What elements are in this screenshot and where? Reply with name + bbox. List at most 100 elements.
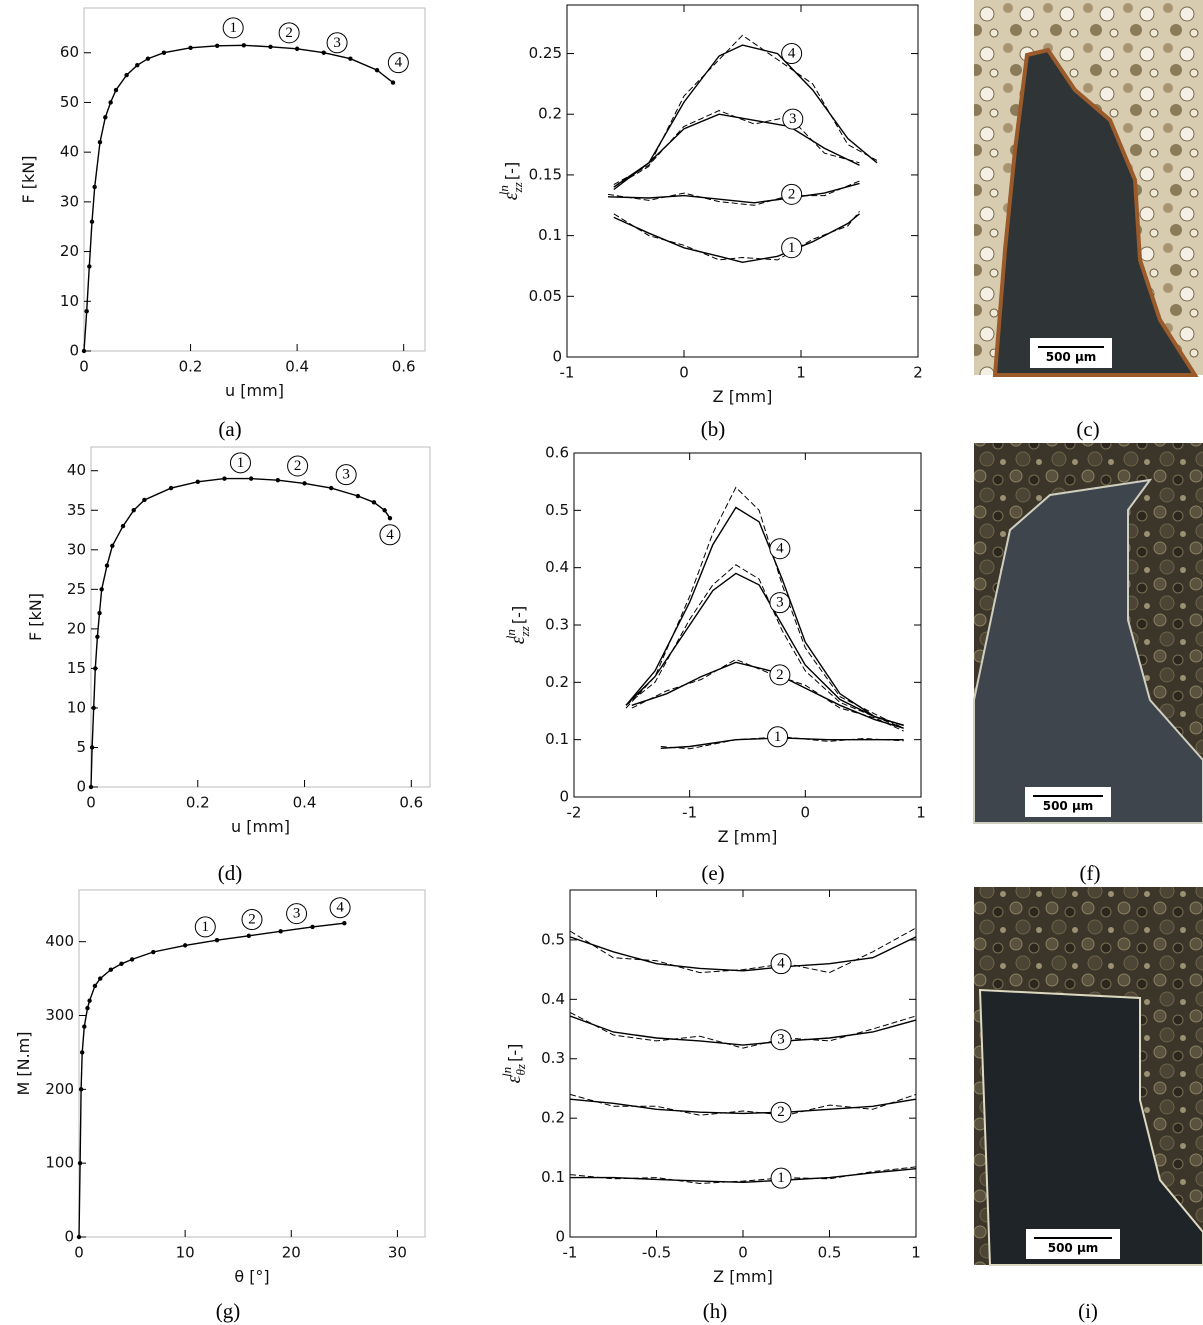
y-tick-label: 0.5	[545, 501, 569, 519]
annotation: 4	[777, 956, 785, 972]
plot-frame	[90, 446, 431, 788]
micrograph-c: 500 µm	[974, 0, 1203, 377]
annotation: 2	[248, 912, 256, 928]
data-line	[607, 182, 860, 204]
y-tick-label: 50	[60, 93, 79, 111]
annotation-circle	[326, 32, 348, 54]
y-tick-label: 0.1	[538, 226, 562, 244]
data-line	[613, 110, 860, 186]
y-tick-label: 0.05	[529, 287, 562, 305]
data-point	[124, 72, 129, 78]
panel-caption: (d)	[218, 861, 243, 885]
annotation: 3	[293, 906, 301, 922]
annotation: 3	[342, 467, 350, 483]
annotation-circle	[286, 903, 308, 925]
data-point	[87, 998, 92, 1003]
data-line	[631, 658, 904, 732]
y-tick-label: 0	[555, 1228, 565, 1246]
data-point	[77, 1160, 83, 1166]
data-point	[81, 348, 87, 354]
annotation-circle	[781, 43, 803, 65]
plot-frame	[569, 889, 917, 1238]
data-point	[321, 50, 326, 55]
y-tick-label: 0	[76, 778, 86, 796]
y-tick-label: 10	[67, 698, 86, 716]
y-axis-unit: [-]	[505, 1044, 524, 1062]
data-point	[214, 938, 220, 943]
data-point	[215, 43, 220, 48]
x-tick-label: 1	[911, 1244, 921, 1262]
y-axis-subscript: θz	[513, 1064, 528, 1075]
x-axis-label: u [mm]	[231, 817, 290, 836]
data-line	[625, 486, 904, 729]
y-axis-label: εzzln [-]	[503, 606, 532, 644]
data-point	[342, 921, 347, 926]
x-tick-label: 0.5	[818, 1244, 842, 1262]
data-point	[278, 929, 283, 934]
data-point	[355, 493, 361, 499]
y-tick-label: 0.3	[541, 1049, 565, 1067]
data-point	[142, 497, 147, 503]
data-line	[613, 113, 860, 188]
y-tick-label: 0.15	[529, 165, 562, 183]
annotation: 2	[294, 458, 302, 474]
x-tick-label: -1	[682, 804, 697, 822]
data-point	[131, 508, 136, 513]
annotation-circle	[387, 52, 409, 74]
annotation-circle	[194, 916, 216, 938]
scale-bar-label: 500 µm	[1043, 799, 1094, 813]
y-tick-label: 15	[67, 659, 86, 677]
data-point	[92, 983, 98, 989]
data-point	[374, 67, 380, 73]
plot-frame	[566, 4, 919, 358]
data-point	[85, 1005, 90, 1011]
y-tick-label: 35	[67, 501, 86, 519]
y-axis-unit: [-]	[502, 162, 521, 180]
data-point	[241, 43, 247, 48]
plot-frame	[78, 889, 426, 1238]
data-point	[168, 485, 174, 491]
panel-caption: (f)	[1080, 861, 1101, 885]
y-tick-label: 0.25	[529, 44, 562, 62]
x-tick-label: 0.2	[186, 794, 210, 812]
data-line	[569, 1093, 917, 1116]
annotation: 2	[285, 25, 293, 41]
y-tick-label: 40	[60, 143, 79, 161]
data-point	[92, 184, 97, 190]
annotation: 2	[776, 667, 784, 683]
y-axis-label: F [kN]	[26, 593, 45, 641]
data-line	[625, 564, 904, 729]
data-point	[99, 587, 104, 592]
data-point	[104, 563, 110, 568]
annotation-circle	[769, 592, 791, 614]
annotation: 1	[777, 1170, 785, 1186]
data-line	[569, 927, 917, 974]
data-point	[275, 478, 281, 483]
y-axis-superscript: ln	[496, 185, 511, 195]
y-tick-label: 0	[559, 788, 569, 806]
panel-caption: (a)	[218, 417, 241, 441]
data-point	[97, 140, 103, 145]
x-axis-label: u [mm]	[225, 381, 284, 400]
scale-bar-label: 500 µm	[1048, 1241, 1099, 1255]
data-point	[222, 476, 227, 481]
annotation-circle	[379, 524, 401, 546]
data-point	[294, 46, 300, 51]
x-tick-label: 0	[801, 804, 811, 822]
annotation-circle	[335, 464, 357, 486]
y-tick-label: 25	[67, 580, 86, 598]
x-tick-label: 1	[916, 804, 926, 822]
y-axis-superscript: ln	[499, 1067, 514, 1077]
y-tick-label: 0.2	[545, 673, 569, 691]
x-tick-label: 0.2	[179, 358, 203, 376]
x-tick-label: 20	[282, 1244, 301, 1262]
data-point	[145, 56, 151, 61]
data-line	[625, 572, 904, 726]
data-point	[89, 219, 95, 224]
data-point	[95, 634, 100, 639]
data-point	[371, 500, 377, 505]
y-tick-label: 0.1	[541, 1168, 565, 1186]
data-point	[188, 45, 193, 50]
panel-caption: (g)	[216, 1299, 241, 1323]
data-point	[113, 87, 119, 93]
